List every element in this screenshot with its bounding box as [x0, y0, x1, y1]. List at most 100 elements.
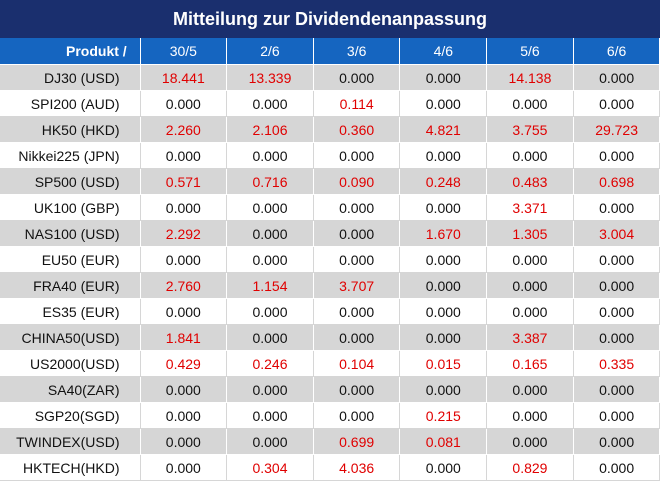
value-cell: 0.000	[140, 298, 228, 325]
value-cell: 0.000	[486, 402, 574, 429]
product-name: UK100 (GBP)	[0, 194, 141, 221]
value-cell: 0.335	[573, 350, 660, 377]
product-name: NAS100 (USD)	[0, 220, 141, 247]
value-cell: 0.000	[399, 298, 488, 325]
value-cell: 0.000	[573, 272, 660, 299]
value-cell: 0.000	[399, 90, 488, 117]
value-cell: 0.000	[399, 272, 488, 299]
table-row: HKTECH(HKD) 0.000 0.304 4.036 0.000 0.829 0.00…	[0, 454, 660, 481]
product-name: SA40(ZAR)	[0, 376, 141, 403]
value-cell: 2.260	[140, 116, 228, 143]
value-cell: 0.000	[573, 376, 660, 403]
value-cell: 0.000	[313, 142, 401, 169]
product-name: DJ30 (USD)	[0, 64, 141, 91]
value-cell: 2.106	[226, 116, 314, 143]
value-cell: 0.000	[140, 376, 228, 403]
column-header-date: 3/6	[313, 38, 401, 65]
value-cell: 1.305	[486, 220, 574, 247]
table-row: US2000(USD) 0.429 0.246 0.104 0.015 0.165 0.33…	[0, 350, 660, 377]
value-cell: 3.707	[313, 272, 401, 299]
column-header-date: 2/6	[226, 38, 314, 65]
table-row: Nikkei225 (JPN) 0.000 0.000 0.000 0.000 0.000…	[0, 142, 660, 169]
value-cell: 0.829	[486, 454, 574, 481]
value-cell: 0.000	[486, 428, 574, 455]
value-cell: 0.000	[140, 142, 228, 169]
value-cell: 0.000	[399, 324, 488, 351]
table-row: SA40(ZAR) 0.000 0.000 0.000 0.000 0.000 0.000	[0, 376, 660, 403]
value-cell: 0.000	[226, 246, 314, 273]
column-header-product: Produkt /	[0, 38, 141, 65]
table-row: SPI200 (AUD) 0.000 0.000 0.114 0.000 0.000 0.0…	[0, 90, 660, 117]
table-row: DJ30 (USD) 18.441 13.339 0.000 0.000 14.138 0.…	[0, 64, 660, 91]
value-cell: 4.821	[399, 116, 488, 143]
value-cell: 4.036	[313, 454, 401, 481]
table-row: ES35 (EUR) 0.000 0.000 0.000 0.000 0.000 0.000	[0, 298, 660, 325]
value-cell: 0.000	[226, 90, 314, 117]
value-cell: 0.000	[573, 454, 660, 481]
value-cell: 0.000	[573, 402, 660, 429]
value-cell: 2.292	[140, 220, 228, 247]
value-cell: 0.000	[486, 376, 574, 403]
value-cell: 0.000	[486, 272, 574, 299]
value-cell: 0.000	[226, 298, 314, 325]
value-cell: 0.000	[140, 246, 228, 273]
value-cell: 0.000	[313, 402, 401, 429]
product-name: SP500 (USD)	[0, 168, 141, 195]
value-cell: 0.304	[226, 454, 314, 481]
value-cell: 0.000	[486, 246, 574, 273]
value-cell: 0.246	[226, 350, 314, 377]
value-cell: 0.000	[573, 90, 660, 117]
value-cell: 0.000	[573, 298, 660, 325]
page-title: Mitteilung zur Dividendenanpassung	[0, 0, 660, 38]
value-cell: 0.000	[573, 246, 660, 273]
value-cell: 0.000	[573, 64, 660, 91]
value-cell: 0.571	[140, 168, 228, 195]
product-name: HK50 (HKD)	[0, 116, 141, 143]
value-cell: 13.339	[226, 64, 314, 91]
value-cell: 0.000	[399, 64, 488, 91]
value-cell: 0.699	[313, 428, 401, 455]
value-cell: 0.000	[313, 194, 401, 221]
value-cell: 14.138	[486, 64, 574, 91]
product-name: Nikkei225 (JPN)	[0, 142, 141, 169]
value-cell: 0.000	[486, 298, 574, 325]
value-cell: 0.215	[399, 402, 488, 429]
value-cell: 0.000	[226, 402, 314, 429]
column-header-date: 30/5	[140, 38, 228, 65]
table-row: SP500 (USD) 0.571 0.716 0.090 0.248 0.483 0.69…	[0, 168, 660, 195]
value-cell: 0.000	[226, 194, 314, 221]
value-cell: 0.165	[486, 350, 574, 377]
value-cell: 18.441	[140, 64, 228, 91]
value-cell: 0.000	[313, 64, 401, 91]
table-row: UK100 (GBP) 0.000 0.000 0.000 0.000 3.371 0.00…	[0, 194, 660, 221]
value-cell: 0.000	[399, 454, 488, 481]
value-cell: 0.000	[313, 324, 401, 351]
value-cell: 1.670	[399, 220, 488, 247]
product-name: EU50 (EUR)	[0, 246, 141, 273]
value-cell: 0.000	[140, 402, 228, 429]
value-cell: 3.755	[486, 116, 574, 143]
value-cell: 0.000	[573, 428, 660, 455]
value-cell: 0.429	[140, 350, 228, 377]
table-row: TWINDEX(USD) 0.000 0.000 0.699 0.081 0.000 0.0…	[0, 428, 660, 455]
value-cell: 0.000	[399, 376, 488, 403]
column-header-date: 4/6	[399, 38, 488, 65]
table-row: SGP20(SGD) 0.000 0.000 0.000 0.215 0.000 0.000	[0, 402, 660, 429]
value-cell: 0.360	[313, 116, 401, 143]
value-cell: 0.000	[313, 220, 401, 247]
value-cell: 0.000	[226, 376, 314, 403]
value-cell: 0.000	[313, 246, 401, 273]
table-row: EU50 (EUR) 0.000 0.000 0.000 0.000 0.000 0.000	[0, 246, 660, 273]
value-cell: 0.000	[226, 142, 314, 169]
product-name: SPI200 (AUD)	[0, 90, 141, 117]
value-cell: 0.000	[140, 428, 228, 455]
value-cell: 0.000	[140, 454, 228, 481]
product-name: HKTECH(HKD)	[0, 454, 141, 481]
value-cell: 0.000	[573, 324, 660, 351]
value-cell: 0.000	[399, 246, 488, 273]
value-cell: 0.000	[399, 194, 488, 221]
value-cell: 1.841	[140, 324, 228, 351]
product-name: FRA40 (EUR)	[0, 272, 141, 299]
value-cell: 3.004	[573, 220, 660, 247]
